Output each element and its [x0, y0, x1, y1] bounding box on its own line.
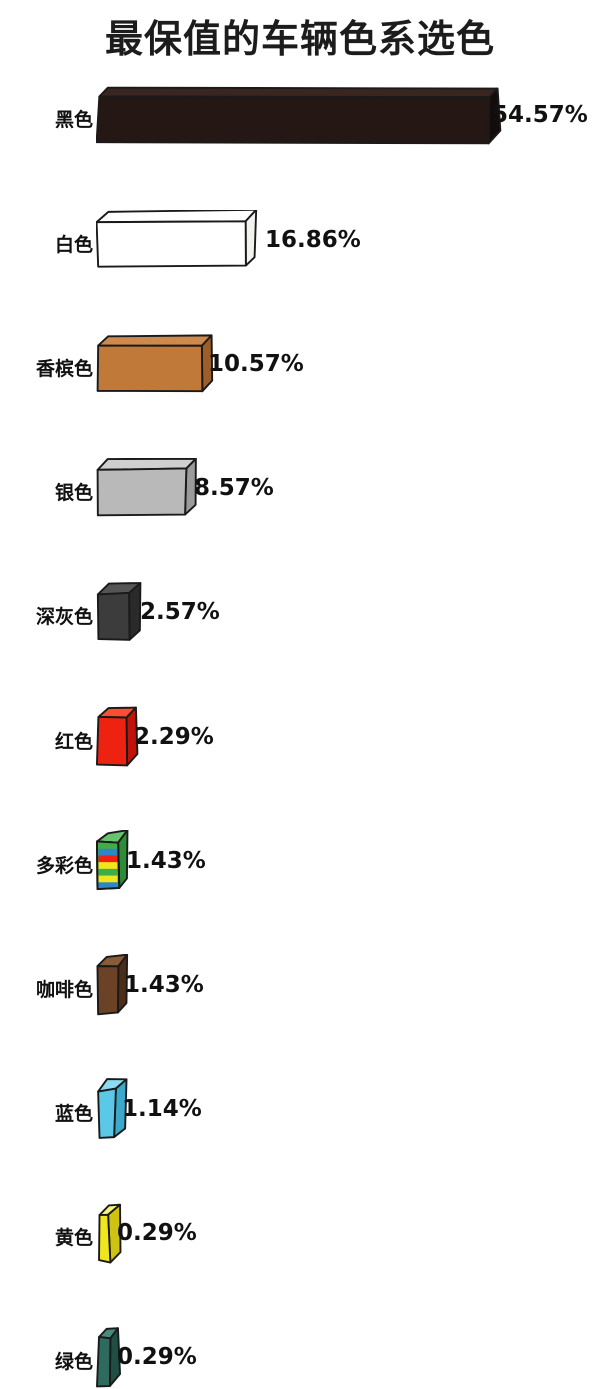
bar-front-face: [96, 467, 188, 517]
bar-row: 多彩色 1.43%: [0, 460, 600, 891]
bar-value-label: 54.57%: [492, 102, 588, 128]
bar-shape: [96, 458, 197, 517]
bar-front-face: [96, 715, 129, 767]
bar-category-label: 绿色: [54, 1351, 93, 1373]
bar-row: 深灰色 2.57%: [0, 336, 600, 641]
bar-3d[interactable]: [96, 210, 260, 271]
bar-category-label: 白色: [54, 234, 93, 256]
bar-chart: 黑色 54.57% 白色: [0, 86, 600, 1388]
bar-shape: [96, 582, 142, 641]
bar-category-label: 香槟色: [35, 358, 93, 380]
bar-front-face: [96, 965, 120, 1016]
bar-value-label: 1.43%: [126, 848, 206, 874]
bar-value-label: 2.29%: [134, 724, 214, 750]
bar-category-label: 蓝色: [54, 1103, 93, 1125]
bar-front-face: [98, 1213, 112, 1264]
bar-front-face: [96, 1336, 112, 1388]
bar-row: 绿色 0.29%: [0, 708, 600, 1388]
bar-row: 白色 16.86%: [0, 150, 600, 268]
bar-value-label: 2.57%: [140, 599, 220, 625]
bar-value-label: 0.29%: [117, 1220, 197, 1246]
bar-category-label: 黄色: [54, 1227, 93, 1249]
bar-3d[interactable]: [96, 706, 141, 769]
bar-category-label: 银色: [54, 482, 93, 504]
bar-value-label: 10.57%: [208, 351, 304, 377]
bar-front-face: [96, 591, 131, 641]
bar-3d[interactable]: [96, 582, 144, 644]
bar-category-label: 黑色: [54, 109, 93, 131]
bar-3d[interactable]: [96, 86, 503, 146]
bar-shape: [96, 706, 139, 767]
bar-front-face: [96, 344, 204, 393]
bar-shape: [96, 334, 214, 393]
page-title: 最保值的车辆色系选色: [104, 17, 495, 61]
bar-row: 黑色 54.57%: [0, 86, 600, 150]
bar-category-label: 深灰色: [35, 606, 93, 628]
bar-row: 红色 2.29%: [0, 398, 600, 767]
bar-3d[interactable]: [96, 458, 200, 519]
bar-value-label: 8.57%: [194, 475, 274, 501]
bar-row: 香槟色 10.57%: [0, 212, 600, 393]
bar-shape: [96, 210, 258, 268]
bar-shape: [96, 86, 502, 145]
bar-value-label: 0.29%: [117, 1344, 197, 1370]
chart-page: 最保值的车辆色系选色 黑色 54.57% 白色: [0, 17, 600, 1388]
bar-front-face: [96, 220, 247, 268]
bar-value-label: 1.14%: [122, 1096, 202, 1122]
bar-row: 咖啡色 1.43%: [0, 522, 600, 1016]
bar-row: 黄色 0.29%: [0, 646, 600, 1264]
bar-row: 银色 8.57%: [0, 274, 600, 517]
bar-category-label: 多彩色: [35, 855, 93, 877]
bar-3d[interactable]: [96, 334, 216, 395]
bar-value-label: 1.43%: [124, 972, 204, 998]
bar-top-face: [98, 86, 499, 98]
bar-category-label: 红色: [54, 731, 93, 753]
bar-front-face: [96, 95, 491, 145]
bar-value-label: 16.86%: [265, 227, 361, 253]
bar-category-label: 咖啡色: [35, 979, 93, 1001]
bar-row: 蓝色 1.14%: [0, 584, 600, 1139]
bar-front-face: [97, 1087, 117, 1139]
